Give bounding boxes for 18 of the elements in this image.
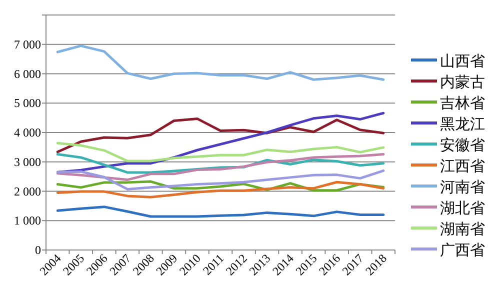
y-tick-label: 3 000 — [14, 154, 41, 169]
legend-label: 江西省 — [440, 158, 485, 175]
y-tick-label: 5 000 — [14, 96, 41, 110]
legend-label: 吉林省 — [440, 95, 485, 112]
legend-label: 河南省 — [440, 179, 485, 196]
y-tick-label: 7 000 — [14, 37, 41, 52]
y-tick-label: 6 000 — [14, 66, 41, 81]
legend-label: 安徽省 — [440, 137, 485, 154]
legend-label: 黑龙江 — [440, 116, 485, 133]
legend-label: 湖南省 — [440, 221, 485, 238]
legend-label: 山西省 — [440, 53, 485, 70]
legend-label: 内蒙古 — [440, 74, 485, 91]
y-tick-label: 2 000 — [14, 184, 41, 198]
legend-label: 广西省 — [440, 242, 485, 259]
y-tick-label: 0 — [35, 243, 41, 257]
y-tick-label: 4 000 — [14, 126, 41, 140]
y-tick-label: 1 000 — [14, 214, 41, 228]
legend-label: 湖北省 — [440, 200, 485, 217]
